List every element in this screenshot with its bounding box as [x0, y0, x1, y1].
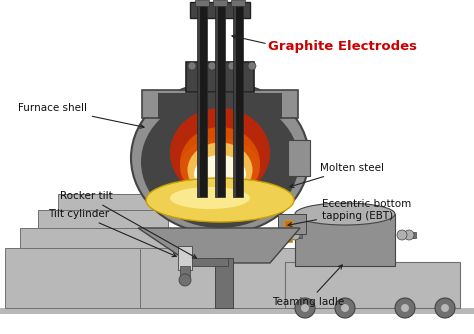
Circle shape: [341, 304, 349, 312]
FancyBboxPatch shape: [284, 220, 292, 242]
Ellipse shape: [180, 127, 260, 199]
FancyBboxPatch shape: [278, 214, 306, 234]
FancyBboxPatch shape: [215, 2, 225, 197]
FancyBboxPatch shape: [198, 2, 200, 197]
FancyBboxPatch shape: [288, 140, 310, 176]
FancyBboxPatch shape: [216, 2, 218, 197]
Circle shape: [397, 230, 407, 240]
Text: Graphite Electrodes: Graphite Electrodes: [268, 39, 417, 52]
FancyBboxPatch shape: [231, 0, 245, 6]
Ellipse shape: [141, 96, 299, 228]
FancyBboxPatch shape: [58, 194, 168, 210]
FancyBboxPatch shape: [5, 248, 170, 308]
FancyBboxPatch shape: [285, 262, 460, 308]
FancyBboxPatch shape: [178, 246, 192, 270]
FancyBboxPatch shape: [295, 214, 395, 266]
FancyBboxPatch shape: [233, 2, 243, 197]
FancyBboxPatch shape: [213, 0, 227, 6]
FancyBboxPatch shape: [190, 258, 228, 266]
Polygon shape: [138, 228, 300, 263]
FancyBboxPatch shape: [20, 228, 168, 248]
Ellipse shape: [170, 187, 250, 209]
Circle shape: [208, 62, 216, 70]
Circle shape: [301, 304, 309, 312]
FancyBboxPatch shape: [142, 90, 298, 118]
Text: Rocker tilt: Rocker tilt: [60, 191, 197, 258]
FancyBboxPatch shape: [38, 210, 168, 228]
FancyBboxPatch shape: [180, 266, 190, 278]
FancyBboxPatch shape: [0, 308, 474, 314]
Text: Teaming ladle: Teaming ladle: [272, 265, 344, 307]
Circle shape: [290, 230, 300, 240]
FancyBboxPatch shape: [197, 2, 207, 197]
Text: Tilt cylinder: Tilt cylinder: [48, 209, 176, 257]
FancyBboxPatch shape: [158, 93, 282, 119]
Circle shape: [395, 298, 415, 318]
FancyBboxPatch shape: [402, 232, 416, 238]
Circle shape: [295, 298, 315, 318]
Circle shape: [248, 62, 256, 70]
Ellipse shape: [180, 138, 260, 198]
FancyBboxPatch shape: [190, 2, 250, 18]
Circle shape: [188, 62, 196, 70]
Circle shape: [283, 230, 293, 240]
Ellipse shape: [131, 82, 309, 234]
Ellipse shape: [170, 108, 270, 198]
Ellipse shape: [295, 203, 395, 225]
Circle shape: [404, 230, 414, 240]
Circle shape: [435, 298, 455, 318]
FancyBboxPatch shape: [288, 232, 302, 238]
FancyBboxPatch shape: [195, 0, 209, 6]
FancyBboxPatch shape: [215, 258, 233, 308]
FancyBboxPatch shape: [140, 248, 315, 308]
Text: Eccentric bottom
tapping (EBT): Eccentric bottom tapping (EBT): [288, 199, 411, 226]
Circle shape: [179, 274, 191, 286]
FancyBboxPatch shape: [186, 62, 254, 92]
Circle shape: [441, 304, 449, 312]
FancyBboxPatch shape: [234, 2, 236, 197]
Ellipse shape: [188, 143, 253, 197]
Text: Furnace shell: Furnace shell: [18, 103, 144, 128]
Ellipse shape: [146, 178, 294, 222]
Ellipse shape: [194, 155, 246, 193]
Text: Molten steel: Molten steel: [290, 163, 384, 188]
Circle shape: [335, 298, 355, 318]
Circle shape: [228, 62, 236, 70]
Circle shape: [401, 304, 409, 312]
